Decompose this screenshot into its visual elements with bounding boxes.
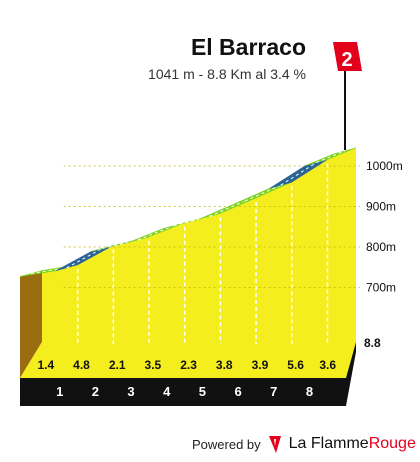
km-tick-label: 6 — [234, 384, 241, 399]
profile-side-wall — [20, 270, 42, 378]
elevation-tick-label: 1000m — [366, 159, 403, 173]
road-centerline — [66, 247, 103, 269]
km-tick-label: 3 — [127, 384, 134, 399]
km-band — [20, 342, 356, 406]
km-tick-label: 1 — [56, 384, 63, 399]
elevation-tick-label: 800m — [366, 240, 396, 254]
grid-group: 700m 800m 900m 1000m — [63, 159, 403, 344]
segment-gradient-label: 2.3 — [180, 358, 197, 372]
footer: Powered by La FlammeRouge — [192, 432, 416, 456]
road-group — [19, 147, 357, 277]
segment-gradient-label: 3.5 — [145, 358, 162, 372]
climb-title: El Barraco — [190, 34, 306, 60]
segment-gradient-label: 3.6 — [319, 358, 336, 372]
km-tick-label: 2 — [92, 384, 99, 399]
segment-gradient-label: 4.8 — [73, 358, 90, 372]
category-flag: 2 — [333, 42, 362, 150]
road-centerline — [280, 162, 317, 186]
flag-category-label: 2 — [341, 49, 352, 71]
labels-group: 1.4 4.8 2.1 3.5 2.3 3.8 3.9 5.6 3.6 1 2 3 4 5 6 7 8 8.8 — [37, 336, 381, 399]
profile-chart: 700m 800m 900m 1000m 1.4 4.8 2.1 3.5 2.3 3.8 3.9 5… — [19, 42, 403, 406]
segment-gradient-label: 2.1 — [109, 358, 126, 372]
brand-name-part1: La Flamme — [288, 435, 369, 452]
segment-gradient-label: 5.6 — [287, 358, 304, 372]
profile-area — [42, 147, 356, 342]
road-centerline — [137, 225, 174, 241]
profile-fill-group — [20, 147, 356, 406]
km-tick-label: 5 — [199, 384, 206, 399]
segment-gradient-label: 3.9 — [252, 358, 269, 372]
road-centerline — [209, 200, 246, 217]
elevation-tick-label: 900m — [366, 200, 396, 214]
segment-gradient-label: 3.8 — [216, 358, 233, 372]
brand-name: La FlammeRouge — [289, 435, 416, 453]
road-centerline — [316, 150, 346, 163]
powered-by-text: Powered by — [192, 436, 261, 452]
flame-logo-icon — [268, 436, 281, 453]
climb-subtitle: 1041 m - 8.8 Km al 3.4 % — [148, 66, 306, 82]
km-tick-label: 7 — [270, 384, 277, 399]
road-segment — [305, 147, 357, 166]
elevation-tick-label: 700m — [366, 281, 396, 295]
profile-base-strip — [20, 342, 356, 378]
flag-banner — [333, 42, 362, 71]
brand-name-part2: Rouge — [368, 435, 416, 452]
end-distance-label: 8.8 — [364, 336, 381, 350]
km-tick-label: 8 — [306, 384, 313, 399]
segment-gradient-label: 1.4 — [37, 358, 54, 372]
road-centerline — [244, 184, 281, 202]
km-tick-label: 4 — [163, 384, 171, 399]
